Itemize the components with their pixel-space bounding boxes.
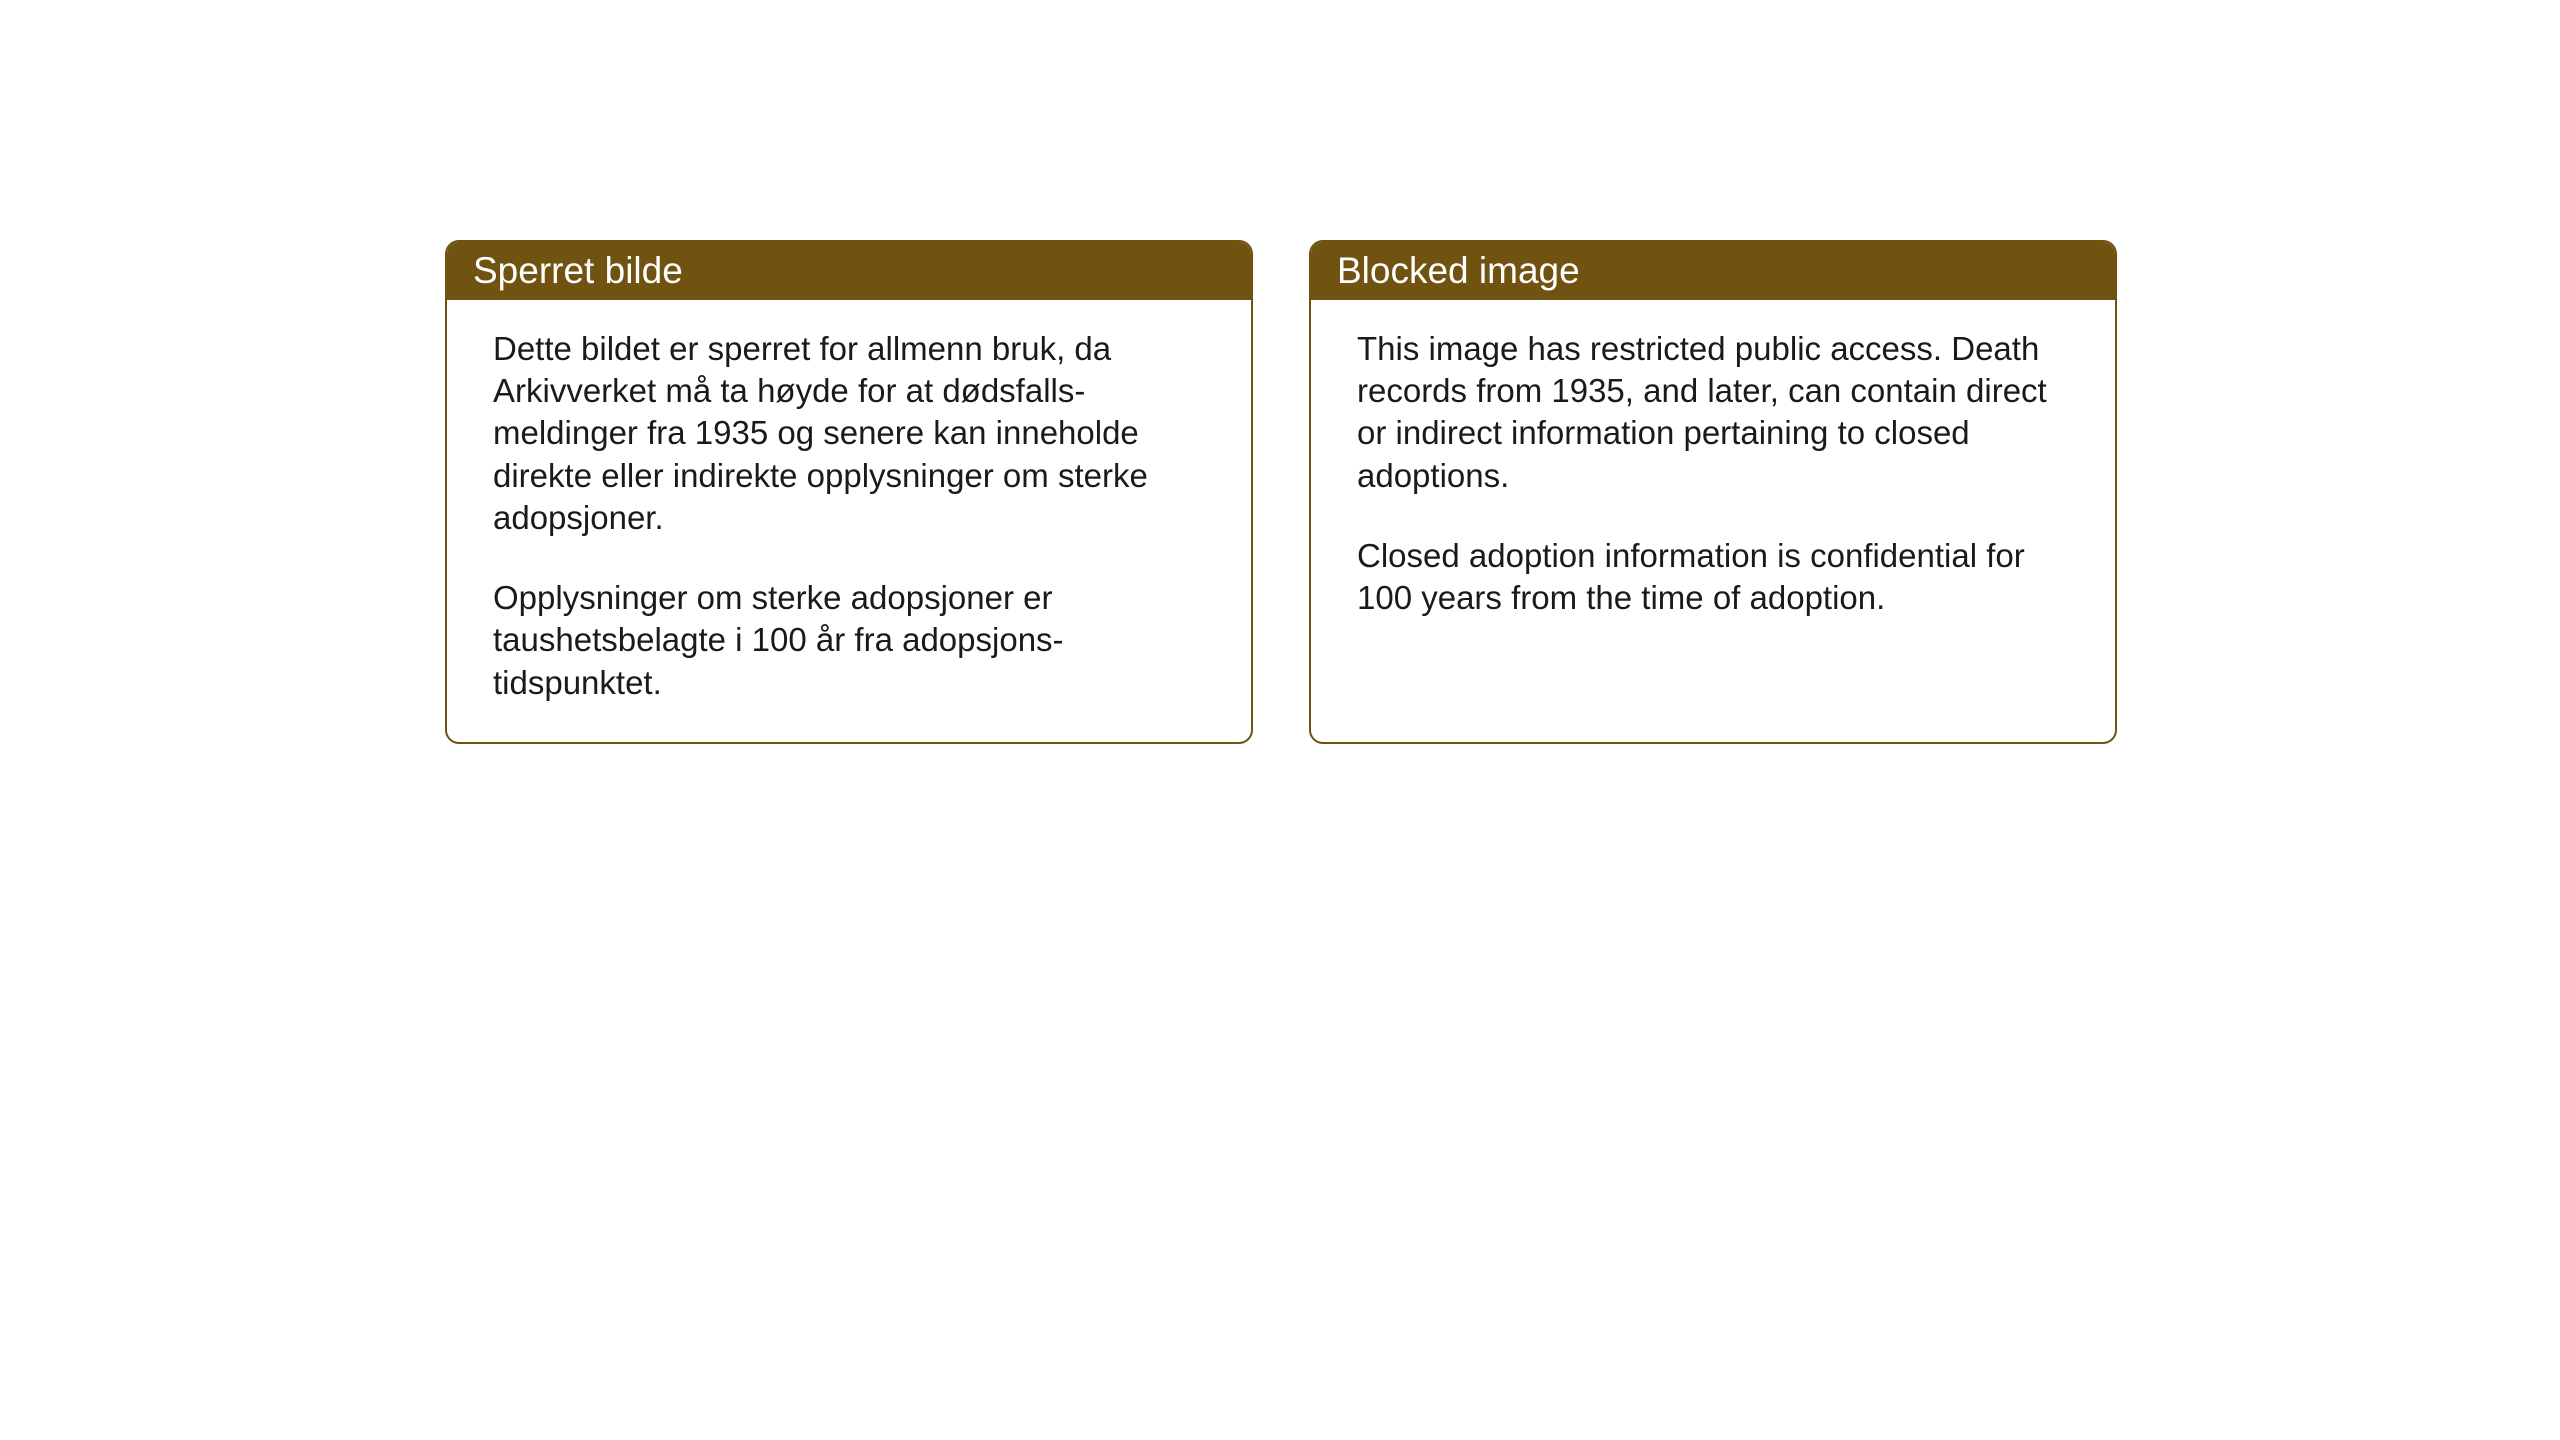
card-english-paragraph-2: Closed adoption information is confident… xyxy=(1357,535,2069,619)
card-english-title: Blocked image xyxy=(1337,250,1580,291)
card-norwegian-paragraph-1: Dette bildet er sperret for allmenn bruk… xyxy=(493,328,1205,539)
cards-container: Sperret bilde Dette bildet er sperret fo… xyxy=(445,240,2117,744)
card-norwegian-title: Sperret bilde xyxy=(473,250,683,291)
card-english: Blocked image This image has restricted … xyxy=(1309,240,2117,744)
card-english-body: This image has restricted public access.… xyxy=(1311,300,2115,718)
card-norwegian-header: Sperret bilde xyxy=(447,242,1251,300)
card-norwegian-paragraph-2: Opplysninger om sterke adopsjoner er tau… xyxy=(493,577,1205,704)
card-norwegian: Sperret bilde Dette bildet er sperret fo… xyxy=(445,240,1253,744)
card-english-header: Blocked image xyxy=(1311,242,2115,300)
card-norwegian-body: Dette bildet er sperret for allmenn bruk… xyxy=(447,300,1251,742)
card-english-paragraph-1: This image has restricted public access.… xyxy=(1357,328,2069,497)
